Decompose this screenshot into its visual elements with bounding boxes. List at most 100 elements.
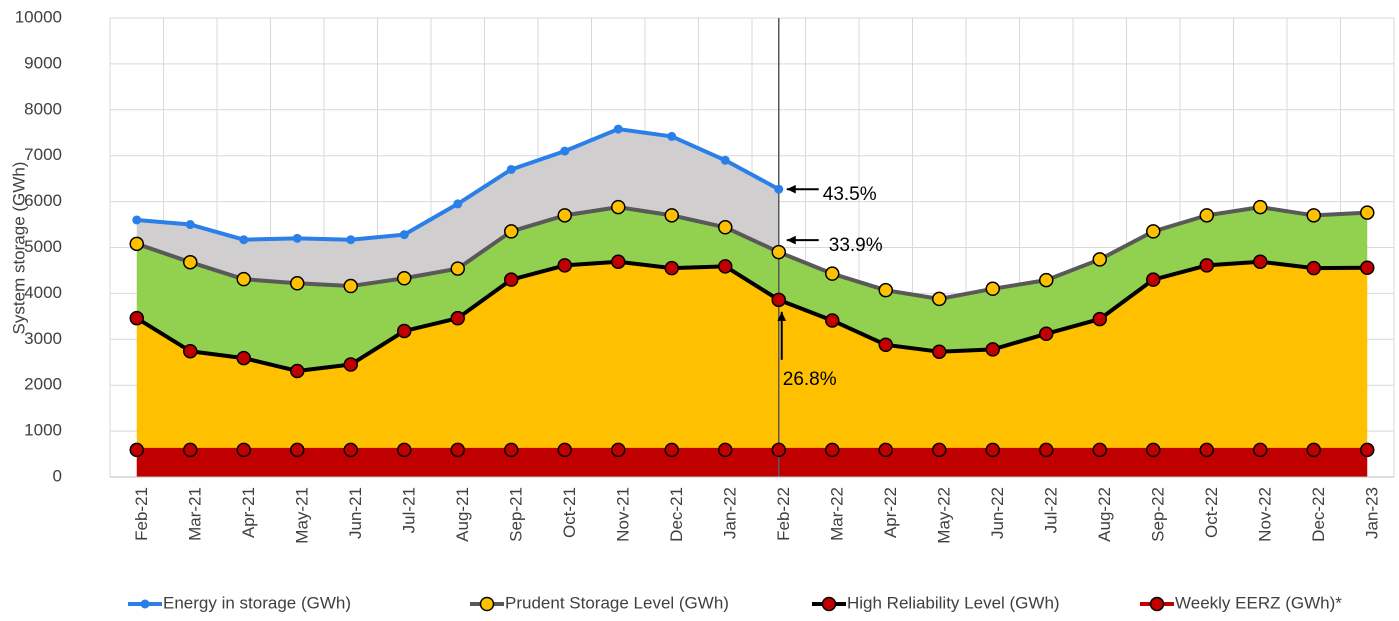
y-tick-label: 2000 [24, 375, 62, 394]
x-tick-label: Oct-22 [1202, 487, 1221, 538]
series-marker [771, 442, 786, 458]
annotation-arrowhead [786, 184, 796, 194]
series-marker [1146, 272, 1161, 287]
annotation-arrowhead [786, 235, 796, 245]
x-tick-label: Nov-21 [614, 487, 633, 542]
series-marker [343, 278, 358, 294]
series-marker [825, 442, 840, 458]
series-marker [450, 261, 465, 276]
series-marker [557, 258, 572, 273]
series-marker [664, 442, 679, 458]
area-fill [136, 261, 1368, 450]
series-marker [611, 199, 626, 215]
x-tick-label: Apr-21 [239, 487, 258, 538]
series-marker [720, 155, 730, 165]
series-marker [129, 236, 144, 252]
x-tick-label: Feb-22 [774, 487, 793, 541]
series-marker [825, 266, 840, 281]
series-marker [129, 442, 144, 458]
series-marker [397, 323, 412, 339]
x-tick-label: Dec-21 [667, 487, 686, 542]
series-marker [771, 244, 786, 260]
series-marker [985, 281, 1000, 297]
y-tick-label: 4000 [24, 283, 62, 302]
x-tick-label: Jun-21 [346, 487, 365, 539]
series-marker [397, 442, 412, 458]
y-tick-label: 9000 [24, 53, 62, 72]
y-tick-label: 1000 [24, 421, 62, 440]
x-tick-label: May-21 [293, 487, 312, 544]
series-marker [450, 442, 465, 458]
x-tick-label: Aug-22 [1095, 487, 1114, 542]
legend-label: Energy in storage (GWh) [163, 593, 351, 612]
series-marker [1253, 442, 1268, 458]
y-tick-label: 3000 [24, 329, 62, 348]
series-marker [985, 442, 1000, 458]
series-marker [290, 363, 305, 379]
y-tick-label: 8000 [24, 99, 62, 118]
series-marker [825, 313, 840, 328]
series-marker [611, 442, 626, 458]
series-marker [236, 271, 251, 287]
x-tick-label: Jan-23 [1363, 487, 1382, 539]
legend-marker [479, 596, 495, 612]
series-marker [667, 131, 677, 141]
series-marker [346, 235, 356, 245]
y-tick-label: 5000 [24, 237, 62, 256]
series-marker [292, 233, 302, 243]
legend-label: High Reliability Level (GWh) [847, 593, 1060, 612]
x-tick-label: Mar-21 [186, 487, 205, 541]
series-marker [560, 146, 570, 156]
series-marker [1092, 252, 1107, 267]
series-marker [185, 220, 195, 230]
series-marker [506, 164, 516, 174]
series-marker [504, 224, 519, 239]
annotation: 26.8% [783, 369, 837, 390]
series-marker [290, 276, 305, 291]
series-marker [236, 442, 251, 458]
x-tick-label: Dec-22 [1309, 487, 1328, 542]
y-tick-label: 7000 [24, 145, 62, 164]
x-tick-label: Oct-21 [560, 487, 579, 538]
x-tick-label: Jul-22 [1042, 487, 1061, 533]
x-tick-label: Sep-22 [1149, 487, 1168, 542]
series-marker [1039, 442, 1054, 458]
series-marker [718, 220, 733, 235]
x-tick-label: Jul-21 [400, 487, 419, 533]
x-tick-label: Aug-21 [453, 487, 472, 542]
series-marker [771, 292, 786, 308]
series-marker [239, 235, 249, 245]
series-marker [1092, 311, 1107, 327]
x-tick-label: May-22 [935, 487, 954, 544]
series-marker [504, 442, 519, 458]
series-marker [664, 208, 679, 223]
legend-marker [821, 596, 837, 612]
series-marker [878, 442, 893, 458]
series-marker [878, 282, 893, 298]
x-tick-label: Jan-22 [721, 487, 740, 539]
series-marker [718, 442, 733, 458]
annotation-arrowhead [777, 311, 787, 321]
series-marker [613, 124, 623, 134]
series-marker [504, 272, 519, 287]
legend-label: Weekly EERZ (GWh)* [1175, 593, 1342, 612]
series-marker [664, 260, 679, 276]
series-marker [343, 442, 358, 458]
series-line [136, 205, 1368, 301]
series-marker [290, 442, 305, 458]
area-fill [136, 449, 1368, 477]
series-marker [932, 344, 947, 359]
series-marker [450, 310, 465, 326]
series-marker [1360, 260, 1375, 275]
series-marker [1092, 442, 1107, 458]
series-marker [557, 208, 572, 223]
series-marker [1360, 442, 1375, 458]
series-marker [718, 259, 733, 274]
series-marker [183, 442, 198, 458]
series-marker [774, 184, 784, 194]
legend-label: Prudent Storage Level (GWh) [505, 593, 729, 612]
series-marker [399, 230, 409, 240]
series-marker [129, 310, 144, 326]
y-tick-label: 6000 [24, 191, 62, 210]
